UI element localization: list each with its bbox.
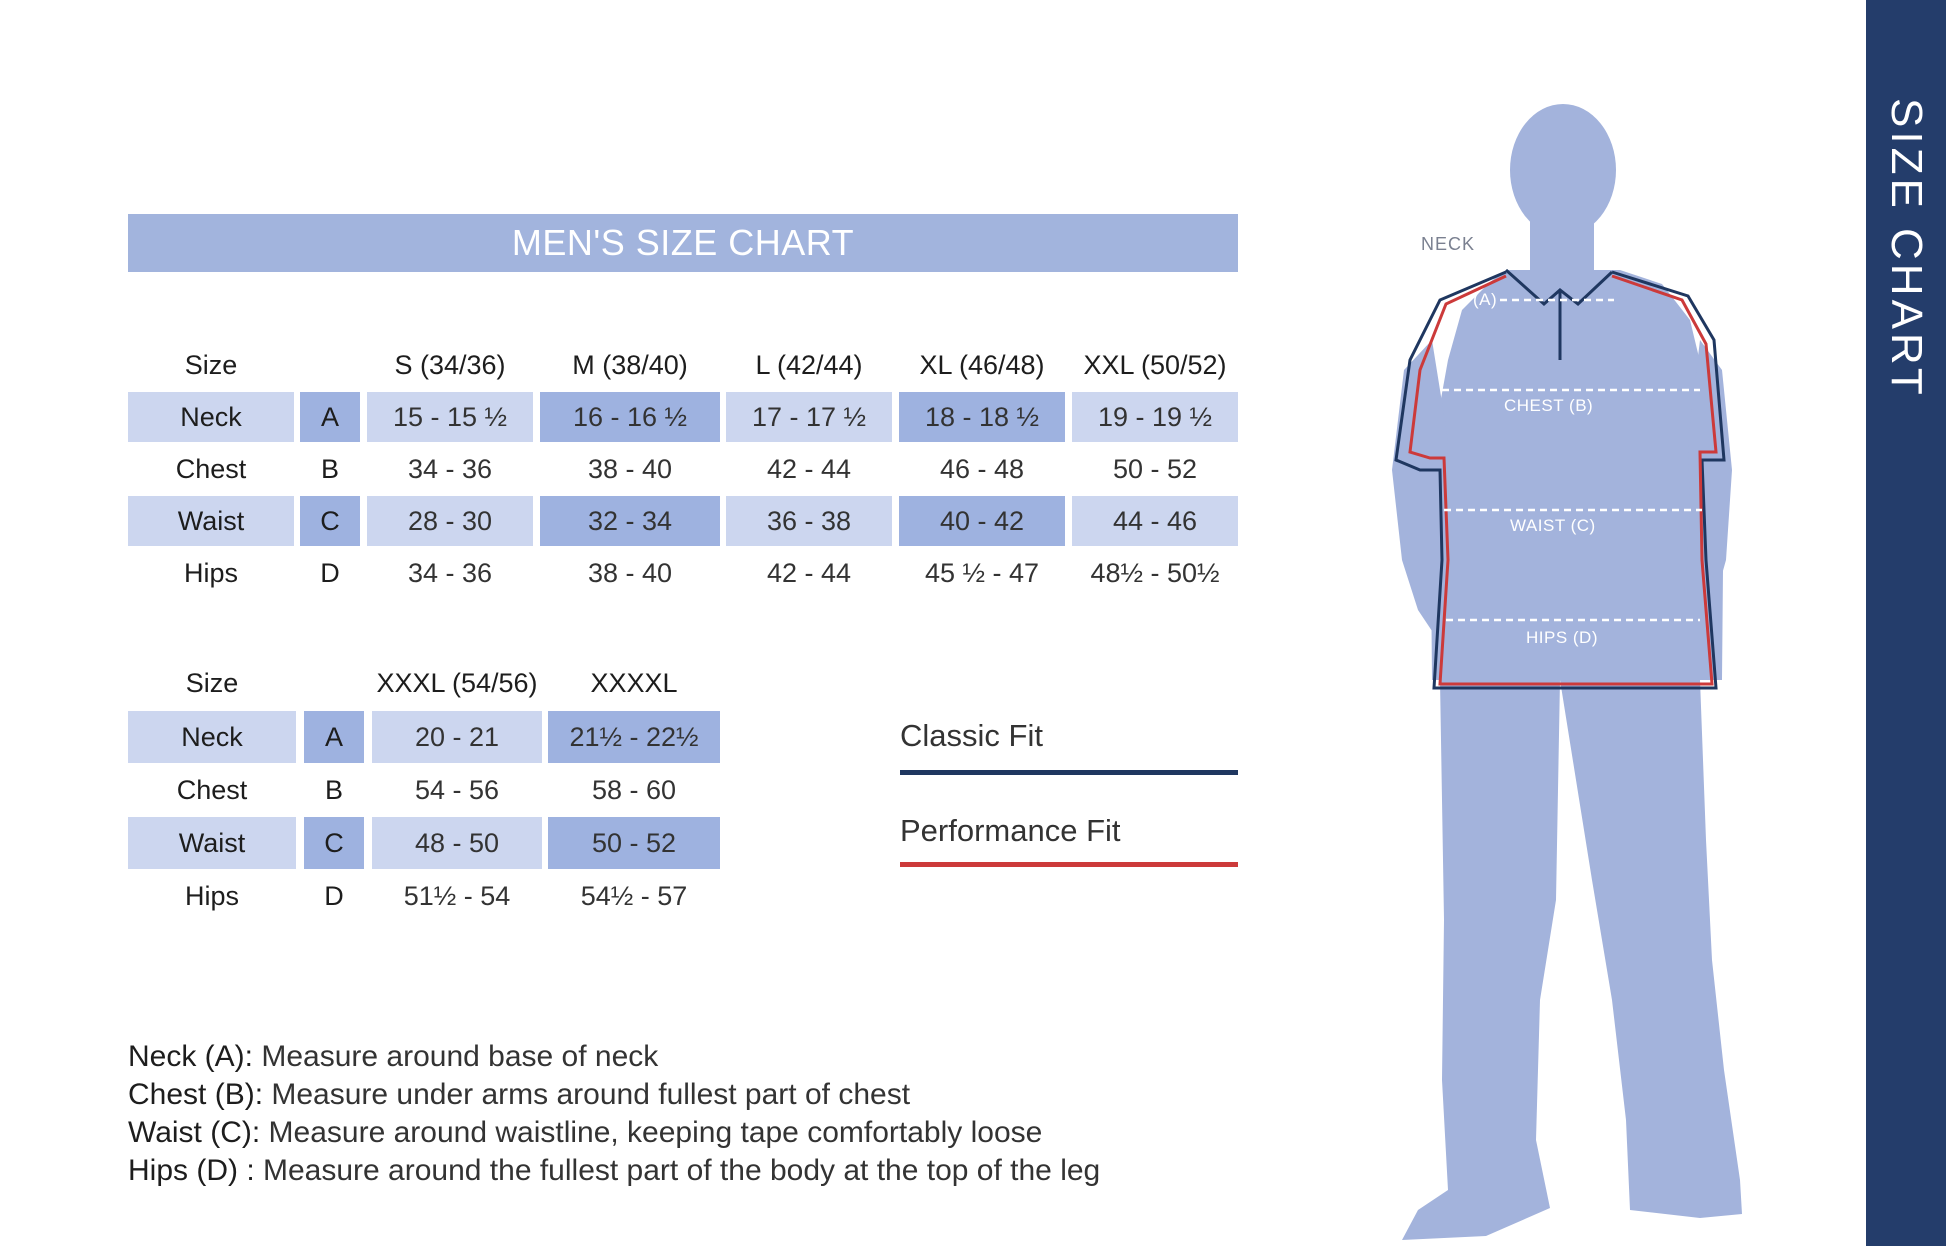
- figure-a-label: (A): [1473, 290, 1498, 309]
- table-cell: 17 - 17 ½: [726, 392, 892, 442]
- row-code: B: [324, 775, 343, 805]
- figure-waist-label: WAIST (C): [1510, 516, 1596, 535]
- row-label-chest: Chest: [176, 775, 248, 805]
- row-label-hips: Hips: [184, 881, 239, 911]
- table-cell: 18 - 18 ½: [899, 392, 1065, 442]
- note-text: Measure under arms around fullest part o…: [263, 1078, 911, 1111]
- note-key: Neck (A):: [128, 1040, 254, 1073]
- row-label-waist: Waist: [128, 817, 296, 869]
- table-cell: 20 - 21: [372, 711, 542, 763]
- chart-title-banner: MEN'S SIZE CHART: [128, 214, 1238, 272]
- row-code: C: [300, 496, 360, 546]
- note-key: Chest (B):: [128, 1078, 264, 1111]
- column-header: XXXXL (58/60): [590, 668, 678, 748]
- figure-neck-label: NECK: [1421, 234, 1476, 254]
- column-header: S (34/36): [394, 350, 506, 380]
- table-cell: 15 - 15 ½: [367, 392, 533, 442]
- table-cell: 36 - 38: [726, 496, 892, 546]
- legend-performance-fit-label: Performance Fit: [900, 813, 1121, 848]
- row-label-neck: Neck: [128, 392, 294, 442]
- table-cell: 40 - 42: [899, 496, 1065, 546]
- table-cell: 38 - 40: [587, 454, 673, 484]
- note-text: Measure around base of neck: [253, 1040, 659, 1073]
- legend-classic-fit-line: [900, 770, 1238, 775]
- table-cell: 54 - 56: [414, 775, 500, 805]
- column-header: XL (46/48): [919, 350, 1045, 380]
- table-cell: 42 - 44: [766, 454, 852, 484]
- table-cell: 45 ½ - 47: [924, 558, 1040, 588]
- side-bar-title: SIZE CHART: [1882, 98, 1931, 399]
- table-cell: 28 - 30: [367, 496, 533, 546]
- row-code: B: [320, 454, 339, 484]
- table-cell: 54½ - 57: [580, 881, 688, 911]
- column-header: L (42/44): [755, 350, 863, 380]
- table-cell: 21½ - 22½: [548, 711, 720, 763]
- table-cell: 46 - 48: [939, 454, 1025, 484]
- row-code: D: [324, 881, 344, 911]
- table-cell: 16 - 16 ½: [540, 392, 720, 442]
- table-cell: 34 - 36: [407, 558, 493, 588]
- size-header: Size: [184, 350, 238, 380]
- row-label-chest: Chest: [175, 454, 247, 484]
- note-hips: Hips (D) : Measure around the fullest pa…: [128, 1152, 1100, 1190]
- column-header: XXL (50/52): [1083, 350, 1227, 380]
- note-neck: Neck (A): Measure around base of neck: [128, 1038, 1100, 1076]
- table-cell: 42 - 44: [766, 558, 852, 588]
- column-header: M (38/40): [572, 350, 688, 380]
- row-code: C: [304, 817, 364, 869]
- figure-hips-label: HIPS (D): [1526, 628, 1598, 647]
- note-text: Measure around the fullest part of the b…: [254, 1154, 1101, 1187]
- note-key: Hips (D) :: [128, 1154, 255, 1187]
- table-cell: 38 - 40: [587, 558, 673, 588]
- legend-classic-fit-label: Classic Fit: [900, 718, 1043, 753]
- table-cell: 19 - 19 ½: [1072, 392, 1238, 442]
- table-cell: 32 - 34: [540, 496, 720, 546]
- row-code: A: [304, 711, 364, 763]
- row-label-waist: Waist: [128, 496, 294, 546]
- row-label-neck: Neck: [128, 711, 296, 763]
- table-cell: 51½ - 54: [403, 881, 511, 911]
- column-header: XXXL (54/56): [376, 668, 538, 698]
- figure-chest-label: CHEST (B): [1504, 396, 1594, 415]
- table-cell: 48 - 50: [372, 817, 542, 869]
- table-cell: 50 - 52: [548, 817, 720, 869]
- table-cell: 34 - 36: [407, 454, 493, 484]
- measurement-notes: Neck (A): Measure around base of neck Ch…: [128, 1038, 1100, 1190]
- note-text: Measure around waistline, keeping tape c…: [260, 1116, 1043, 1149]
- row-code: A: [300, 392, 360, 442]
- man-silhouette-figure: [1392, 104, 1742, 1240]
- table-cell: 48½ - 50½: [1090, 558, 1220, 588]
- note-waist: Waist (C): Measure around waistline, kee…: [128, 1114, 1100, 1152]
- note-chest: Chest (B): Measure under arms around ful…: [128, 1076, 1100, 1114]
- table-cell: 44 - 46: [1072, 496, 1238, 546]
- row-code: D: [320, 558, 340, 588]
- side-bar: [1866, 0, 1946, 1246]
- legend-performance-fit-line: [900, 862, 1238, 867]
- row-label-hips: Hips: [183, 558, 238, 588]
- table-cell: 58 - 60: [591, 775, 677, 805]
- note-key: Waist (C):: [128, 1116, 261, 1149]
- size-header: Size: [185, 668, 239, 698]
- table-cell: 50 - 52: [1112, 454, 1198, 484]
